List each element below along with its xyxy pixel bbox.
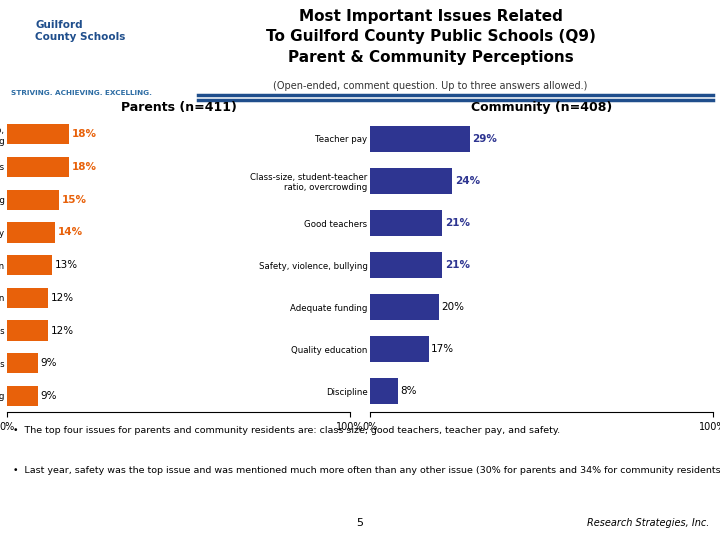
Text: 9%: 9%	[41, 391, 58, 401]
Text: 18%: 18%	[71, 162, 96, 172]
Bar	[7, 255, 52, 275]
Text: 29%: 29%	[472, 134, 498, 144]
Text: 13%: 13%	[55, 260, 78, 270]
Bar	[7, 157, 69, 177]
Bar	[7, 190, 58, 210]
Text: •  The top four issues for parents and community residents are: class size, good: • The top four issues for parents and co…	[13, 426, 560, 435]
Text: 5: 5	[356, 518, 364, 528]
Text: 15%: 15%	[61, 195, 86, 205]
Bar	[370, 252, 442, 278]
Bar	[7, 288, 48, 308]
Text: 14%: 14%	[58, 227, 83, 238]
Text: 17%: 17%	[431, 344, 454, 354]
Title: Community (n=408): Community (n=408)	[471, 101, 612, 114]
Text: 12%: 12%	[51, 326, 74, 335]
Bar	[370, 210, 442, 236]
Bar	[7, 320, 48, 341]
Bar	[370, 126, 469, 152]
Bar	[370, 294, 438, 320]
Text: 21%: 21%	[445, 260, 470, 270]
Text: STRIVING. ACHIEVING. EXCELLING.: STRIVING. ACHIEVING. EXCELLING.	[11, 90, 152, 96]
Text: 21%: 21%	[445, 218, 470, 228]
Bar	[370, 168, 452, 194]
Bar	[7, 353, 38, 373]
Title: Parents (n=411): Parents (n=411)	[120, 101, 236, 114]
Text: 9%: 9%	[41, 358, 58, 368]
Text: (Open-ended, comment question. Up to three answers allowed.): (Open-ended, comment question. Up to thr…	[274, 81, 588, 91]
Text: 24%: 24%	[455, 176, 480, 186]
Bar	[7, 386, 38, 406]
Text: 20%: 20%	[441, 302, 464, 312]
Bar	[7, 124, 69, 144]
Text: Guilford
County Schools: Guilford County Schools	[35, 20, 126, 43]
Bar	[7, 222, 55, 242]
Text: 8%: 8%	[400, 386, 417, 396]
Text: 12%: 12%	[51, 293, 74, 303]
Bar	[370, 336, 428, 362]
Text: 18%: 18%	[71, 129, 96, 139]
Text: Research Strategies, Inc.: Research Strategies, Inc.	[587, 518, 709, 528]
Bar	[370, 378, 397, 404]
Text: Most Important Issues Related
To Guilford County Public Schools (Q9)
Parent & Co: Most Important Issues Related To Guilfor…	[266, 9, 595, 65]
Text: •  Last year, safety was the top issue and was mentioned much more often than an: • Last year, safety was the top issue an…	[13, 466, 720, 475]
